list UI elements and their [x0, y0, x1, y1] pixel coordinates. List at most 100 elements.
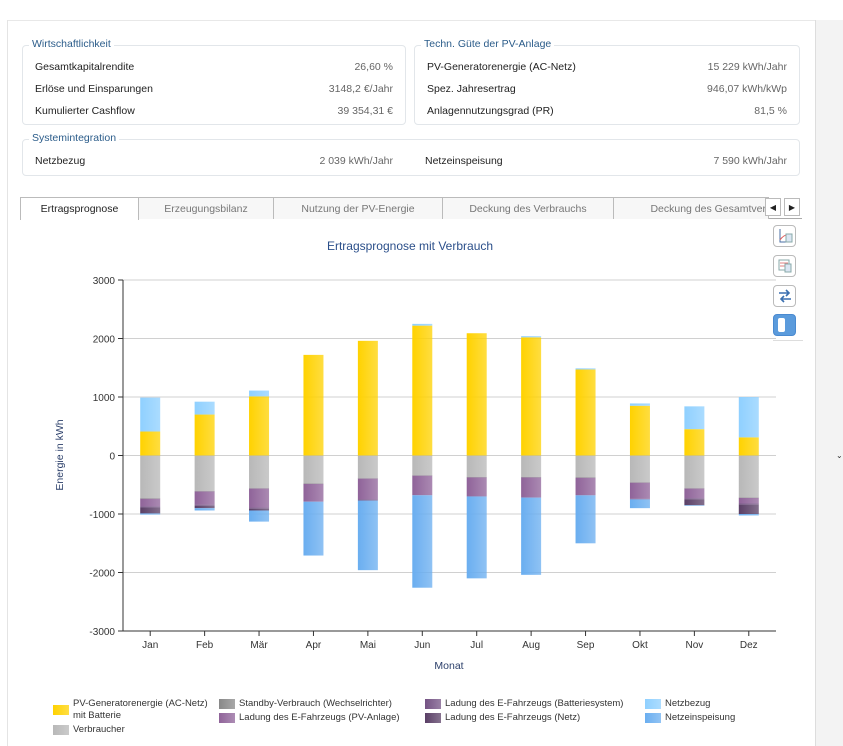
legend-item: Ladung des E-Fahrzeugs (Batteriesystem): [425, 698, 623, 710]
bar-Nov-1: [684, 406, 705, 430]
bar-Okt-0: [629, 405, 650, 456]
bar-Aug-2: [521, 455, 542, 478]
bar-Feb-3: [194, 491, 215, 492]
bar-Apr-4: [303, 483, 324, 502]
bar-Mär-6: [249, 508, 270, 511]
bar-Feb-7: [194, 508, 215, 511]
tab-nutzung-pv-energie[interactable]: Nutzung der PV-Energie: [273, 197, 443, 219]
bar-Jan-6: [140, 507, 161, 514]
tab-scroll-right-button[interactable]: ▶: [784, 198, 800, 216]
legend-swatch: [425, 699, 441, 709]
bar-Feb-0: [194, 414, 215, 456]
bar-Jun-0: [412, 325, 433, 456]
right-panel-gutter: [815, 20, 843, 746]
bar-Nov-0: [684, 429, 705, 456]
x-tick-label: Mai: [360, 640, 376, 651]
legend-swatch: [645, 699, 661, 709]
x-tick-label: Feb: [196, 640, 214, 651]
divider: [773, 340, 803, 341]
y-tick-label: -1000: [89, 510, 115, 521]
bar-Mai-3: [357, 478, 378, 479]
label: Anlagennutzungsgrad (PR): [427, 105, 554, 117]
bar-Sep-7: [575, 495, 596, 544]
tab-ertragsprognose[interactable]: Ertragsprognose: [20, 197, 139, 220]
bar-Jul-2: [466, 455, 487, 478]
x-tick-label: Apr: [306, 640, 322, 651]
bar-Aug-3: [521, 477, 542, 478]
bar-Jan-1: [140, 397, 161, 432]
x-tick-label: Aug: [522, 640, 540, 651]
x-tick-label: Dez: [740, 640, 758, 651]
bar-Jun-2: [412, 455, 433, 476]
bar-Aug-7: [521, 497, 542, 575]
legend-swatch: [219, 699, 235, 709]
tab-deckung-gesamtverbrauch[interactable]: Deckung des Gesamtver: [613, 197, 769, 219]
value: 81,5 %: [754, 105, 787, 117]
bar-Dez-6: [738, 504, 759, 514]
y-tick-label: -3000: [89, 627, 115, 638]
bar-Mär-3: [249, 488, 270, 489]
bar-Mär-0: [249, 396, 270, 456]
chart-axis-settings-button[interactable]: [773, 225, 796, 247]
bar-Okt-5: [629, 498, 650, 500]
bar-Aug-4: [521, 477, 542, 498]
bar-Mai-0: [357, 340, 378, 456]
expand-icon[interactable]: ⌄: [836, 451, 843, 460]
legend-label: Ladung des E-Fahrzeugs (PV-Anlage): [239, 712, 400, 723]
legend-label: Ladung des E-Fahrzeugs (Netz): [445, 712, 581, 723]
bar-Jan-2: [140, 455, 161, 499]
bar-Sep-4: [575, 477, 596, 496]
label: Netzeinspeisung: [425, 155, 503, 167]
label: Netzbezug: [35, 155, 86, 167]
bar-Nov-4: [684, 488, 705, 499]
legend-label: Netzbezug: [665, 698, 711, 709]
bar-Jul-3: [466, 477, 487, 478]
bar-Mär-2: [249, 455, 270, 489]
panel-toggle-button[interactable]: [773, 314, 796, 336]
bar-Jul-4: [466, 477, 487, 497]
divider: [7, 20, 815, 21]
chart-tabs: Ertragsprognose Erzeugungsbilanz Nutzung…: [20, 197, 802, 220]
tab-deckung-verbrauch[interactable]: Deckung des Verbrauchs: [442, 197, 614, 219]
bar-Jun-1: [412, 323, 433, 326]
legend-swatch: [645, 713, 661, 723]
bar-Okt-3: [629, 482, 650, 483]
swap-button[interactable]: [773, 285, 796, 307]
label: Kumulierter Cashflow: [35, 105, 135, 117]
group-technik: Techn. Güte der PV-Anlage PV-Generatoren…: [414, 38, 800, 125]
group-wirtschaftlichkeit: Wirtschaftlichkeit Gesamtkapitalrendite 2…: [22, 38, 406, 125]
tab-scroll-left-button[interactable]: ◀: [765, 198, 781, 216]
bar-Jun-3: [412, 475, 433, 476]
bar-Feb-4: [194, 491, 215, 505]
group-title: Wirtschaftlichkeit: [29, 38, 114, 50]
axis-settings-icon: [779, 229, 792, 243]
bar-Dez-4: [738, 497, 759, 504]
bar-Mär-4: [249, 488, 270, 508]
group-title: Systemintegration: [29, 132, 120, 144]
bar-Okt-4: [629, 482, 650, 499]
x-axis-label: Monat: [434, 660, 463, 672]
bar-Jan-0: [140, 431, 161, 456]
bar-Nov-7: [684, 505, 705, 506]
y-tick-label: 1000: [93, 393, 116, 404]
legend-item: Ladung des E-Fahrzeugs (Netz): [425, 712, 580, 724]
x-tick-label: Nov: [685, 640, 703, 651]
value: 26,60 %: [354, 61, 393, 73]
bar-Dez-7: [738, 514, 759, 516]
bar-Apr-2: [303, 455, 324, 484]
x-tick-label: Mär: [250, 640, 268, 651]
legend-item: Verbraucher: [53, 724, 125, 736]
x-tick-label: Jul: [470, 640, 483, 651]
y-tick-label: -2000: [89, 569, 115, 580]
bar-Jan-4: [140, 498, 161, 507]
bar-Sep-2: [575, 455, 596, 478]
bar-Okt-1: [629, 403, 650, 406]
bar-Nov-2: [684, 455, 705, 489]
bar-Mai-4: [357, 478, 378, 500]
tab-erzeugungsbilanz[interactable]: Erzeugungsbilanz: [138, 197, 274, 219]
value: 2 039 kWh/Jahr: [319, 155, 393, 167]
y-tick-label: 3000: [93, 276, 116, 287]
bar-Feb-1: [194, 401, 215, 415]
chart-table-button[interactable]: [773, 255, 796, 277]
bar-Mai-7: [357, 500, 378, 571]
